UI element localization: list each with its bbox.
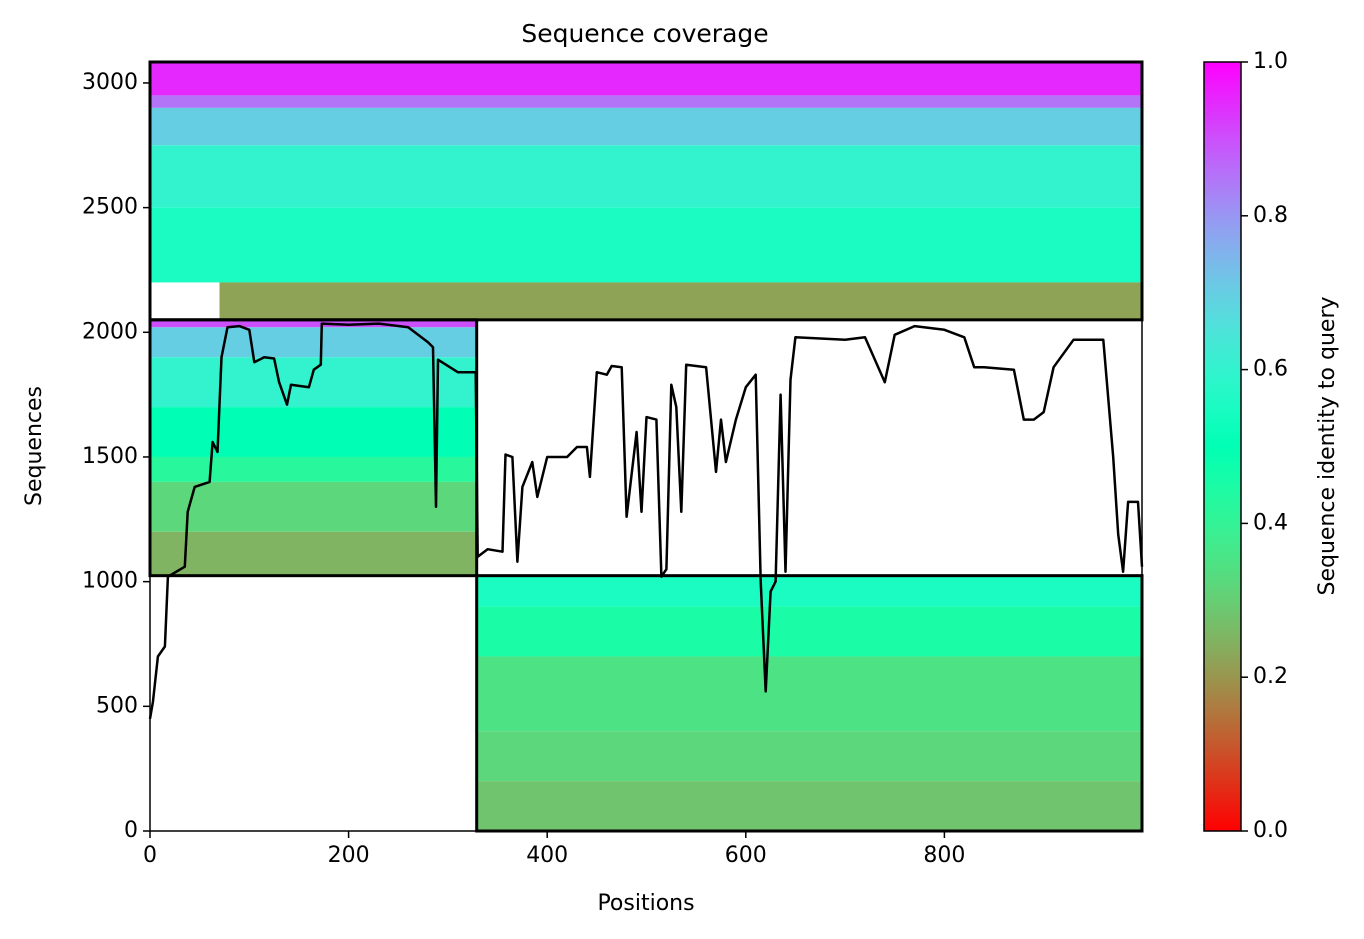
colorbar-tick-label: 0.8: [1253, 203, 1288, 228]
heatmap-cell: [150, 107, 1142, 146]
heatmap-cell: [150, 207, 1142, 283]
colorbar-label: Sequence identity to query: [1315, 296, 1340, 595]
heatmap-cell: [150, 95, 1142, 108]
heatmap-cell: [476, 781, 1142, 831]
heatmap-cell: [150, 62, 1142, 96]
x-tick-label: 0: [143, 843, 157, 868]
coverage-line: [148, 322, 1144, 720]
x-tick-label: 400: [526, 843, 568, 868]
y-tick-label: 1000: [82, 569, 138, 594]
heatmap-cell: [476, 731, 1142, 782]
colorbar-tick-label: 0.2: [1253, 664, 1288, 689]
heatmap-cell: [150, 145, 1142, 208]
y-tick-label: 0: [124, 818, 138, 843]
colorbar: [1203, 61, 1242, 832]
x-axis-label: Positions: [597, 891, 694, 916]
plot-frame: [149, 61, 1143, 832]
heatmap-cell: [150, 327, 477, 358]
y-tick-label: 1500: [82, 444, 138, 469]
heatmap-cell: [476, 606, 1142, 657]
y-tick-label: 2500: [82, 195, 138, 220]
heatmap-cell: [150, 481, 477, 532]
x-tick-label: 200: [328, 843, 370, 868]
colorbar-tick-label: 0.6: [1253, 357, 1288, 382]
colorbar-tick-label: 0.0: [1253, 818, 1288, 843]
heatmap-cell: [150, 456, 477, 482]
heatmap-cell: [150, 357, 477, 408]
y-tick-label: 2000: [82, 319, 138, 344]
y-axis-label: Sequences: [22, 386, 47, 506]
chart-title: Sequence coverage: [521, 19, 768, 48]
colorbar-tick-label: 0.4: [1253, 510, 1288, 535]
y-tick-label: 3000: [82, 70, 138, 95]
heatmap-cell: [219, 282, 1142, 320]
heatmap-cell: [476, 656, 1142, 732]
heatmap-cell: [476, 575, 1142, 607]
colorbar-tick-label: 1.0: [1253, 49, 1288, 74]
heatmap-cell: [150, 531, 477, 576]
heatmap-cell: [150, 407, 477, 457]
heatmap-cell: [150, 319, 477, 328]
x-tick-label: 800: [923, 843, 965, 868]
y-tick-label: 500: [96, 693, 138, 718]
x-tick-label: 600: [725, 843, 767, 868]
